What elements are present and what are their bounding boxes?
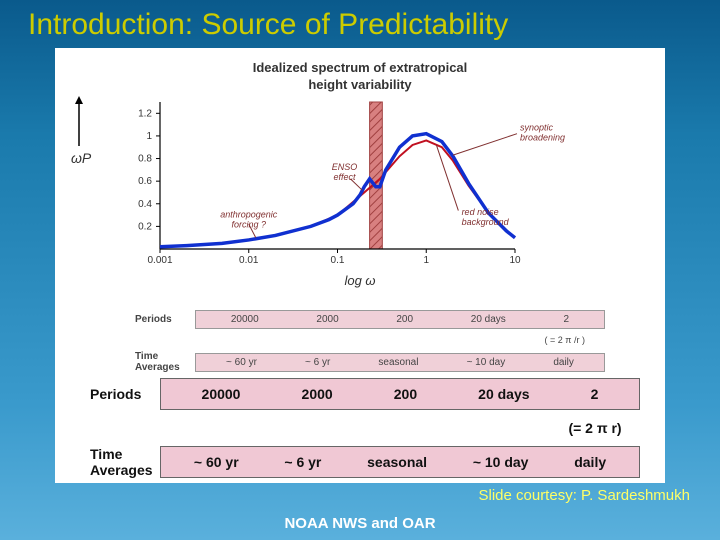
svg-text:red noise: red noise <box>462 207 499 217</box>
svg-text:anthropogenic: anthropogenic <box>220 209 278 219</box>
small-avgs-label: Time Averages <box>135 351 195 373</box>
svg-text:0.6: 0.6 <box>138 176 152 187</box>
cell: ~ 10 day <box>473 454 529 470</box>
cell: 200 <box>396 314 413 325</box>
cell: 2 <box>564 314 570 325</box>
small-formula: ( = 2 π /r ) <box>545 335 585 345</box>
big-tables: Periods 20000 2000 200 20 days 2 (= 2 π … <box>90 378 640 488</box>
slide-root: Introduction: Source of Predictability I… <box>0 0 720 540</box>
chart-title-2: height variability <box>115 77 605 92</box>
cell: seasonal <box>378 357 418 368</box>
footer-right: Slide courtesy: P. Sardeshmukh <box>478 487 690 504</box>
up-arrow-icon <box>73 96 85 146</box>
small-periods-box: 20000 2000 200 20 days 2 <box>195 310 605 329</box>
small-avgs-box: ~ 60 yr ~ 6 yr seasonal ~ 10 day daily <box>195 353 605 372</box>
cell: ~ 60 yr <box>226 357 257 368</box>
svg-text:synoptic: synoptic <box>520 122 554 132</box>
cell: ~ 6 yr <box>305 357 330 368</box>
small-periods-label: Periods <box>135 314 195 325</box>
svg-text:0.4: 0.4 <box>138 199 152 210</box>
big-periods-box: 20000 2000 200 20 days 2 <box>160 378 640 410</box>
small-tables: Periods 20000 2000 200 20 days 2 ( = 2 π… <box>135 310 605 379</box>
big-formula-row: (= 2 π r) <box>90 420 640 436</box>
chart-title-1: Idealized spectrum of extratropical <box>115 60 605 75</box>
cell: 2000 <box>316 314 338 325</box>
cell: 20000 <box>231 314 259 325</box>
svg-text:1.2: 1.2 <box>138 108 152 119</box>
svg-text:ENSO: ENSO <box>332 162 358 172</box>
cell: ~ 6 yr <box>284 454 321 470</box>
cell: 20 days <box>478 386 529 402</box>
big-avgs-box: ~ 60 yr ~ 6 yr seasonal ~ 10 day daily <box>160 446 640 478</box>
cell: 20 days <box>471 314 506 325</box>
small-periods-row: Periods 20000 2000 200 20 days 2 <box>135 310 605 329</box>
small-avgs-row: Time Averages ~ 60 yr ~ 6 yr seasonal ~ … <box>135 351 605 373</box>
slide-title: Introduction: Source of Predictability <box>0 0 720 42</box>
cell: 200 <box>394 386 417 402</box>
footer-center: NOAA NWS and OAR <box>284 515 435 532</box>
y-axis-label: ωP <box>71 150 91 166</box>
big-avgs-row: Time Averages ~ 60 yr ~ 6 yr seasonal ~ … <box>90 446 640 478</box>
small-formula-row: ( = 2 π /r ) <box>135 335 605 345</box>
svg-text:1: 1 <box>146 131 152 142</box>
big-avgs-label: Time Averages <box>90 446 160 478</box>
cell: ~ 10 day <box>467 357 506 368</box>
svg-text:0.8: 0.8 <box>138 154 152 165</box>
spectrum-chart: Idealized spectrum of extratropical heig… <box>115 60 605 295</box>
svg-text:1: 1 <box>423 255 429 266</box>
cell: ~ 60 yr <box>194 454 239 470</box>
content-panel: Idealized spectrum of extratropical heig… <box>55 48 665 483</box>
svg-text:0.01: 0.01 <box>239 255 259 266</box>
big-formula: (= 2 π r) <box>550 420 640 436</box>
svg-text:background: background <box>462 217 510 227</box>
big-periods-row: Periods 20000 2000 200 20 days 2 <box>90 378 640 410</box>
svg-text:0.1: 0.1 <box>331 255 345 266</box>
cell: daily <box>553 357 574 368</box>
svg-text:broadening: broadening <box>520 132 565 142</box>
cell: 20000 <box>202 386 241 402</box>
cell: 2 <box>591 386 599 402</box>
cell: daily <box>574 454 606 470</box>
chart-svg: 0.2 0.4 0.6 0.8 1 1.2 0.001 0.01 0.1 1 10 anthropog… <box>115 96 605 271</box>
x-axis-label: log ω <box>115 273 605 288</box>
svg-text:0.2: 0.2 <box>138 221 152 232</box>
svg-text:0.001: 0.001 <box>147 255 172 266</box>
big-periods-label: Periods <box>90 386 160 402</box>
cell: seasonal <box>367 454 427 470</box>
svg-text:10: 10 <box>509 255 521 266</box>
cell: 2000 <box>302 386 333 402</box>
